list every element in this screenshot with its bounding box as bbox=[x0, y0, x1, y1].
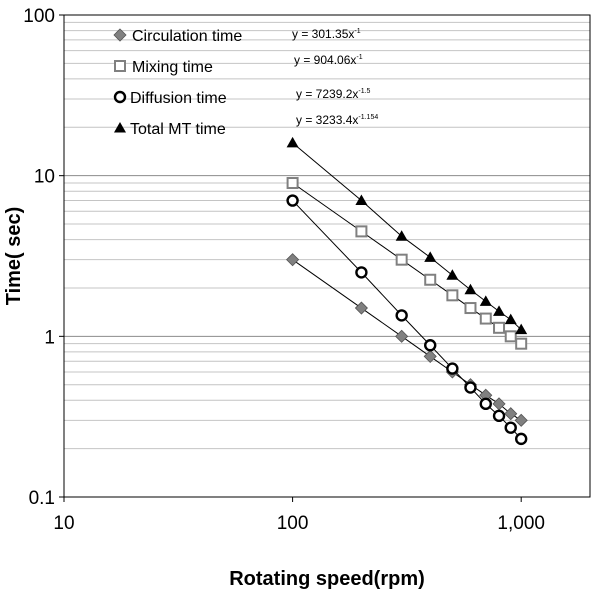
data-point bbox=[395, 309, 408, 322]
trend-line bbox=[292, 200, 522, 440]
x-axis-title: Rotating speed(rpm) bbox=[229, 568, 425, 590]
data-point bbox=[492, 409, 506, 423]
data-point bbox=[504, 407, 518, 421]
data-point bbox=[446, 269, 459, 280]
data-point bbox=[514, 413, 528, 427]
plot-area-border bbox=[63, 14, 591, 498]
data-point bbox=[424, 251, 437, 262]
data-point bbox=[504, 330, 517, 343]
series-diffusion-time bbox=[286, 194, 528, 446]
data-point bbox=[493, 305, 506, 316]
data-point bbox=[355, 225, 368, 238]
data-point bbox=[423, 349, 437, 363]
data-point bbox=[286, 194, 299, 207]
series-layer bbox=[286, 136, 528, 446]
grid bbox=[64, 21, 590, 450]
data-point bbox=[479, 397, 492, 411]
legend-label: Total MT time bbox=[130, 121, 226, 138]
data-point bbox=[464, 302, 477, 315]
y-axis-title: Time( sec) bbox=[3, 207, 25, 306]
y-tick-label: 10 bbox=[34, 167, 55, 188]
legend: Circulation time Mixing time Diffusion tim… bbox=[113, 28, 242, 138]
data-point bbox=[479, 312, 492, 325]
legend-marker bbox=[113, 28, 127, 42]
legend-marker bbox=[113, 90, 127, 104]
data-point bbox=[355, 194, 368, 206]
equation-label: y = 3233.4x-1.154 bbox=[296, 113, 378, 127]
data-point bbox=[395, 329, 409, 343]
data-point bbox=[446, 362, 459, 375]
data-point bbox=[504, 421, 517, 434]
data-point bbox=[504, 313, 517, 325]
y-tick-label: 0.1 bbox=[29, 488, 55, 509]
y-tick-label: 1 bbox=[44, 327, 55, 348]
equation-label: y = 904.06x-1 bbox=[294, 53, 363, 67]
data-point bbox=[286, 136, 299, 148]
legend-label: Mixing time bbox=[132, 59, 213, 76]
data-point bbox=[446, 289, 459, 302]
data-point bbox=[395, 253, 408, 266]
equations: y = 301.35x-1 y = 904.06x-1 y = 7239.2x-1.… bbox=[292, 27, 378, 127]
legend-label: Circulation time bbox=[132, 28, 242, 45]
x-tick-label: 100 bbox=[277, 513, 309, 534]
data-point bbox=[514, 432, 528, 446]
series-total-mt-time bbox=[286, 136, 528, 335]
trend-line bbox=[292, 142, 522, 331]
series-mixing-time bbox=[286, 177, 528, 350]
data-point bbox=[286, 177, 299, 190]
data-point bbox=[286, 253, 300, 267]
data-point bbox=[424, 273, 437, 286]
equation-label: y = 301.35x-1 bbox=[292, 27, 361, 41]
data-point bbox=[515, 337, 528, 350]
equation-label: y = 7239.2x-1.5 bbox=[296, 87, 371, 101]
data-point bbox=[479, 295, 492, 306]
data-point bbox=[493, 321, 506, 334]
data-point bbox=[515, 323, 528, 335]
data-point bbox=[464, 381, 477, 394]
x-tick-label: 1,000 bbox=[497, 513, 545, 534]
legend-label: Diffusion time bbox=[130, 90, 227, 107]
data-point bbox=[424, 339, 437, 352]
data-point bbox=[395, 230, 408, 241]
legend-marker bbox=[114, 60, 126, 72]
axis-ticks: 0.1 1 10 100 10 100 1,000 bbox=[23, 6, 545, 534]
data-point bbox=[354, 301, 368, 315]
y-tick-label: 100 bbox=[23, 6, 55, 27]
data-point bbox=[355, 266, 368, 279]
data-point bbox=[464, 283, 477, 295]
x-tick-label: 10 bbox=[53, 513, 74, 534]
legend-marker bbox=[114, 122, 126, 133]
